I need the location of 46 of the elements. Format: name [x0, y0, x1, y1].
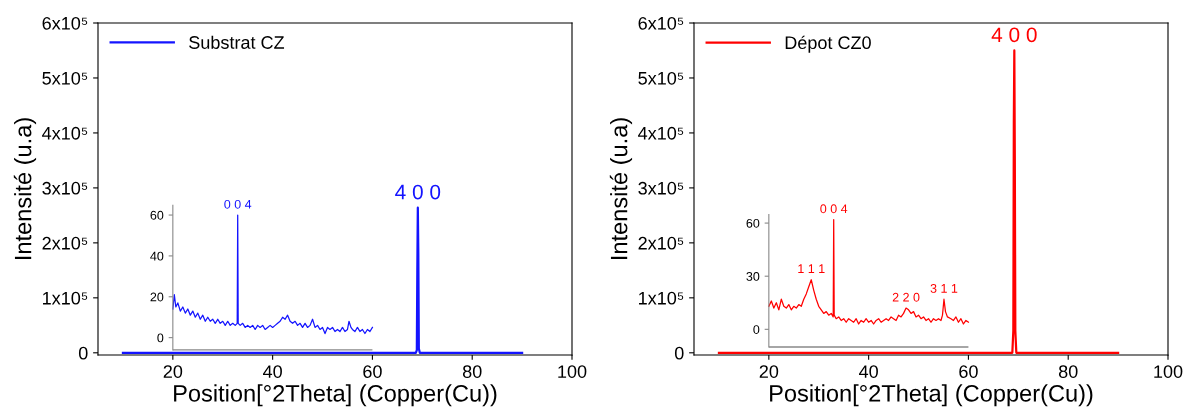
legend-label: Dépot CZ0 — [785, 35, 871, 53]
y2-tick-label: 40 — [150, 251, 164, 261]
x-axis-title: Position[°2Theta] (Copper(Cu)) — [174, 384, 497, 407]
y2-tick-label: 20 — [150, 292, 164, 302]
y-axis-title: Intensité (u.a) — [609, 118, 633, 259]
y-tick-label: 6x10⁵ — [42, 16, 88, 30]
line-series — [768, 218, 970, 325]
y-tick-label: 3x10⁵ — [42, 181, 88, 195]
y-tick-label: 6x10⁵ — [638, 16, 684, 30]
x-tick-label: 20 — [759, 365, 779, 378]
x-tick-label: 40 — [263, 365, 282, 378]
annotation: 0 0 4 — [224, 199, 252, 209]
y2-tick-label: 60 — [150, 210, 164, 220]
annotation: 2 2 0 — [892, 292, 920, 302]
y-tick-label: 0 — [674, 346, 684, 360]
x-tick-label: 60 — [363, 365, 382, 378]
legend-label: Substrat CZ — [189, 35, 285, 49]
annotation: 4 0 0 — [991, 27, 1037, 43]
annotation: 1 1 1 — [798, 264, 825, 273]
y-tick-label: 2x10⁵ — [638, 236, 684, 250]
y-tick-label: 1x10⁵ — [639, 291, 684, 305]
y-tick-label: 0 — [78, 346, 88, 360]
y-tick-label: 4x10⁵ — [42, 126, 88, 140]
y-axis-title: Intensité (u.a) — [13, 118, 37, 259]
y2-tick-label: 60 — [746, 218, 760, 228]
x-tick-label: 20 — [163, 365, 183, 378]
line-series — [172, 214, 374, 335]
y2-tick-label: 0 — [753, 325, 760, 334]
y-tick-label: 4x10⁵ — [638, 126, 684, 140]
annotation: 4 0 0 — [395, 184, 441, 200]
x-tick-label: 100 — [1154, 365, 1183, 378]
y2-tick-label: 0 — [157, 333, 164, 343]
annotation: 0 0 4 — [820, 204, 848, 214]
y2-tick-label: 30 — [746, 272, 760, 281]
x-tick-label: 40 — [859, 365, 878, 378]
y-tick-label: 3x10⁵ — [638, 181, 684, 195]
y-tick-label: 5x10⁵ — [42, 71, 88, 85]
x-tick-label: 100 — [558, 365, 587, 378]
x-tick-label: 60 — [959, 365, 978, 378]
annotation: 3 1 1 — [930, 283, 958, 293]
y-tick-label: 2x10⁵ — [42, 236, 88, 250]
y-tick-label: 1x10⁵ — [43, 291, 88, 305]
x-tick-label: 80 — [462, 365, 482, 378]
y-tick-label: 5x10⁵ — [638, 71, 684, 85]
x-axis-title: Position[°2Theta] (Copper(Cu)) — [770, 384, 1093, 407]
x-tick-label: 80 — [1058, 365, 1078, 378]
